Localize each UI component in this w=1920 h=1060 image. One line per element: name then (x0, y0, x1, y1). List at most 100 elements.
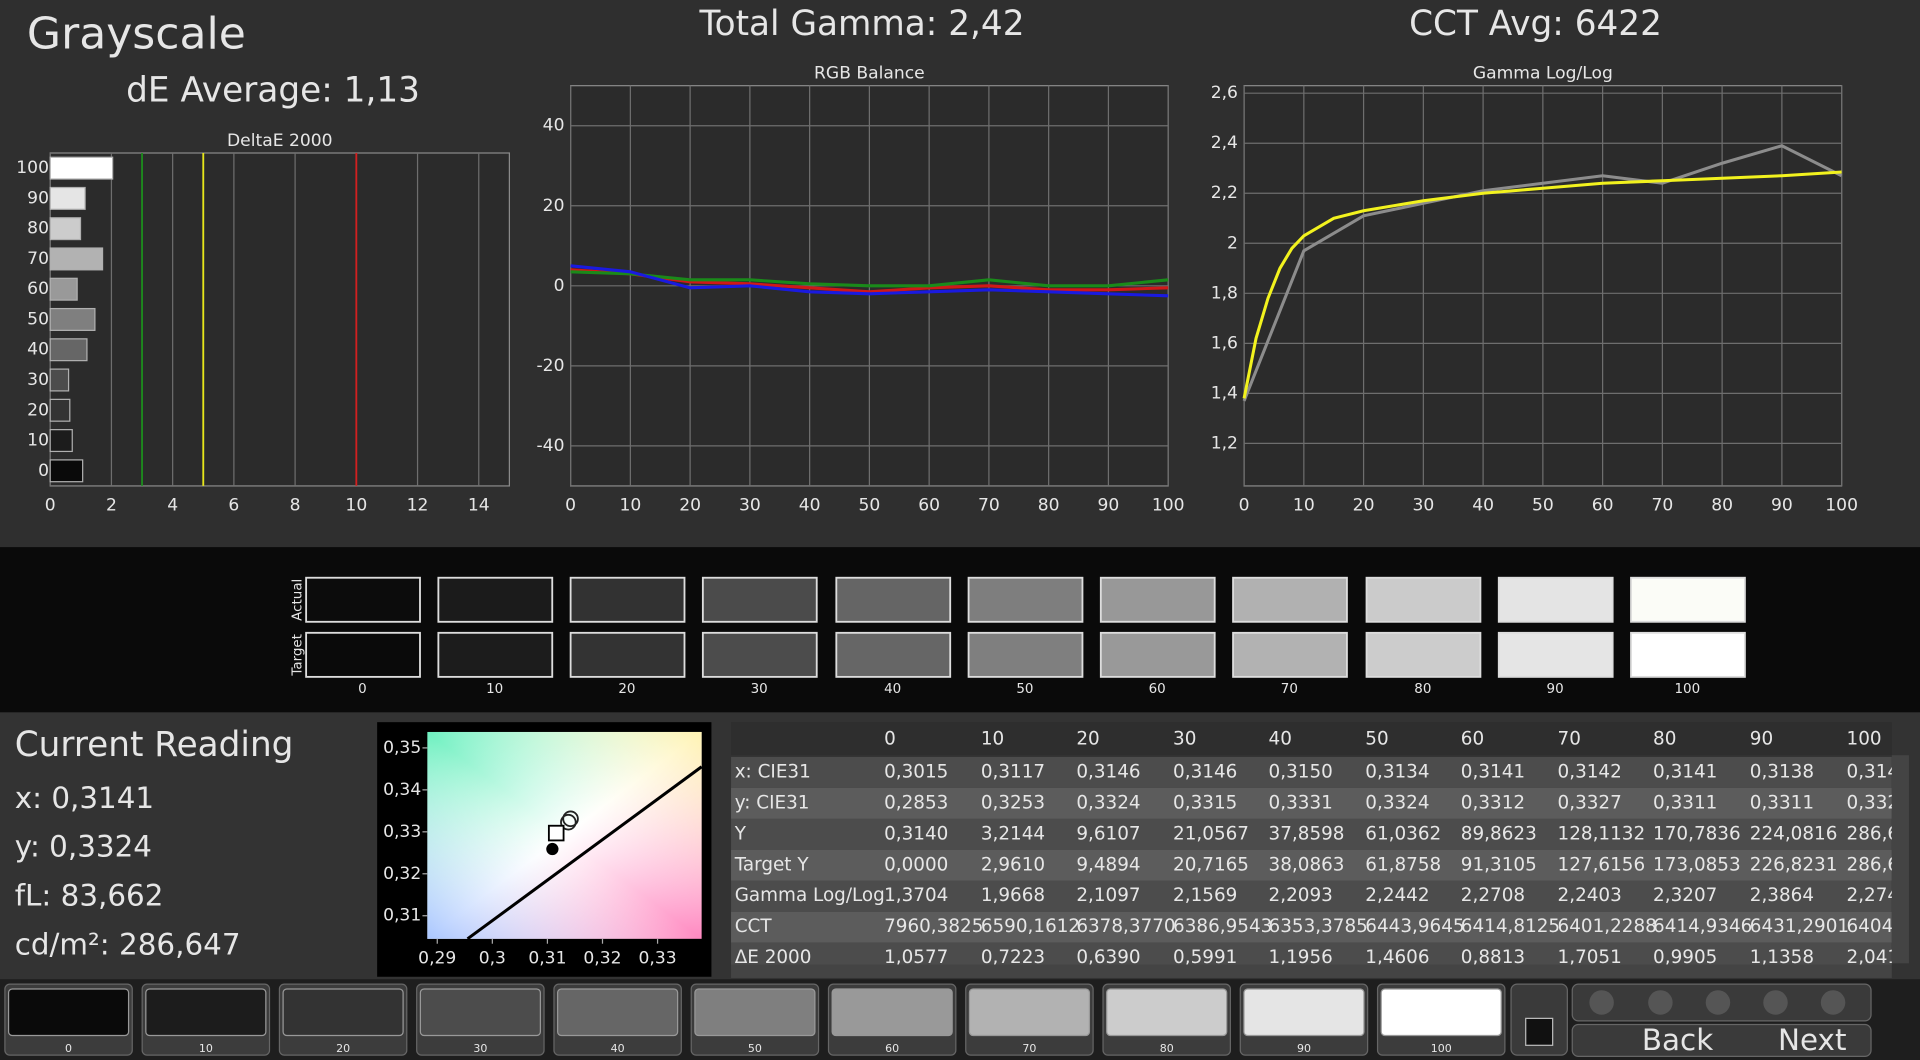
table-cell: 0,3146 (1076, 761, 1140, 782)
y-tick-label: 1,2 (1211, 433, 1238, 453)
table-cell: 0,3117 (981, 761, 1045, 782)
planckian-locus (466, 765, 703, 941)
x-tick-label: 2 (106, 496, 117, 516)
patch-label: 100 (1431, 1042, 1452, 1055)
x-tick-label: 30 (1412, 496, 1434, 516)
table-cell: 1,3704 (884, 885, 948, 906)
table-cell: 0,3324 (1365, 792, 1429, 813)
table-cell: 226,8231 (1750, 854, 1838, 875)
swatch-row-label: Target (291, 634, 306, 677)
control-icon (1705, 990, 1731, 1015)
table-cell: 0,8813 (1461, 947, 1525, 968)
table-cell: 0,3315 (1173, 792, 1237, 813)
y-tick-label: 40 (27, 340, 49, 360)
x-tick-label: 90 (1771, 496, 1793, 516)
scrollbar-horizontal[interactable] (731, 963, 1892, 978)
y-tick-label: 100 (16, 158, 49, 178)
chart-title: DeltaE 2000 (227, 131, 333, 151)
table-cell: 0,3138 (1750, 761, 1814, 782)
x-tick-label: 14 (468, 496, 490, 516)
x-tick-label: 20 (679, 496, 701, 516)
bar (49, 429, 73, 453)
table-cell: 0,7223 (981, 947, 1045, 968)
y-tick-label: 2,4 (1211, 133, 1238, 153)
y-tick-label: 2,6 (1211, 83, 1238, 103)
x-tick-label: 10 (619, 496, 641, 516)
row-label: Target Y (734, 854, 810, 875)
table-cell: 224,0816 (1750, 823, 1838, 844)
y-tick-label: 20 (27, 400, 49, 420)
control-icon (1648, 990, 1673, 1015)
x-tick-label: 10 (1293, 496, 1315, 516)
row-label: Gamma Log/Log (735, 885, 885, 906)
table-cell: 1,7051 (1558, 947, 1622, 968)
patch-color (968, 988, 1091, 1037)
reading-value: y: 0,3324 (15, 830, 152, 864)
x-tick-label: 0,3 (479, 948, 506, 968)
table-cell: 89,8623 (1461, 823, 1537, 844)
nav-strip (1571, 1023, 1872, 1057)
swatch-label: 50 (1016, 682, 1033, 697)
scrollbar-vertical[interactable] (1891, 755, 1909, 964)
patch-color (419, 988, 541, 1037)
x-tick-label: 70 (1651, 496, 1673, 516)
y-tick-label: 1,6 (1211, 333, 1238, 353)
x-tick-label: 0,31 (528, 948, 566, 968)
row-label: ΔE 2000 (735, 947, 812, 968)
y-tick-label: 40 (543, 116, 565, 136)
table-cell: 1,9668 (981, 885, 1045, 906)
table-cell: 1,0577 (884, 947, 948, 968)
next-button[interactable]: Next (1778, 1023, 1846, 1057)
target-swatch (701, 631, 818, 678)
table-row (731, 942, 1892, 965)
target-swatch (305, 631, 421, 678)
x-tick-label: 80 (1038, 496, 1060, 516)
table-cell: 6404, (1847, 916, 1900, 937)
x-tick-label: 6 (228, 496, 239, 516)
patch-label: 60 (885, 1042, 899, 1055)
patch-color (7, 988, 130, 1037)
table-cell: 170,7836 (1653, 823, 1741, 844)
bar (49, 398, 71, 422)
x-tick-label: 12 (407, 496, 429, 516)
page-title: Grayscale (27, 9, 246, 60)
actual-swatch (569, 576, 686, 623)
y-tick-label: -40 (537, 436, 565, 456)
table-cell: 0,6390 (1076, 947, 1140, 968)
x-tick-label: 8 (290, 496, 301, 516)
y-tick-label: 20 (543, 196, 565, 216)
actual-swatch (437, 576, 554, 623)
table-cell: 2,3864 (1750, 885, 1814, 906)
table-cell: 0,3015 (884, 761, 948, 782)
table-row (731, 849, 1892, 881)
column-header: 90 (1750, 728, 1773, 749)
patch-color (1243, 988, 1365, 1037)
actual-swatch (1099, 576, 1216, 623)
y-tick-label: 0,31 (383, 906, 421, 926)
table-cell: 1,1358 (1750, 947, 1814, 968)
x-tick-label: 60 (918, 496, 940, 516)
y-tick-label: -20 (537, 356, 565, 376)
table-cell: 0,3146 (1173, 761, 1237, 782)
chart-title: RGB Balance (814, 63, 925, 83)
table-cell: 127,6156 (1558, 854, 1646, 875)
back-button[interactable]: Back (1642, 1023, 1713, 1057)
reading-value: x: 0,3141 (15, 781, 154, 815)
x-tick-label: 70 (978, 496, 1000, 516)
table-cell: 0,3150 (1269, 761, 1333, 782)
y-tick-label: 10 (27, 431, 49, 451)
y-tick-label: 2,2 (1211, 183, 1238, 203)
table-cell: 173,0853 (1653, 854, 1741, 875)
table-cell: 9,6107 (1076, 823, 1140, 844)
table-cell: 0,3311 (1653, 792, 1717, 813)
total-gamma: Total Gamma: 2,42 (699, 4, 1025, 44)
target-swatch (967, 631, 1084, 678)
y-tick-label: 60 (27, 279, 49, 299)
measured-point (547, 824, 565, 842)
row-label: x: CIE31 (735, 761, 811, 782)
y-tick-label: 50 (27, 309, 49, 329)
patch-label: 20 (336, 1042, 350, 1055)
actual-swatch (701, 576, 818, 623)
table-cell: 0,3324 (1076, 792, 1140, 813)
table-cell: 6414,9346 (1653, 916, 1752, 937)
